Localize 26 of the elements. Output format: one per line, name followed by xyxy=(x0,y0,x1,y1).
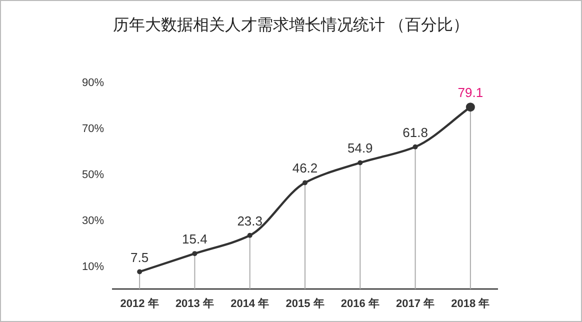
data-label: 54.9 xyxy=(347,140,373,156)
data-label: 7.5 xyxy=(130,250,149,265)
x-tick-label: 2018 年 xyxy=(451,297,490,310)
x-tick-label: 2014 年 xyxy=(230,297,270,310)
point xyxy=(412,144,418,150)
point xyxy=(302,180,308,186)
x-tick-label: 2015 年 xyxy=(286,297,324,310)
point xyxy=(137,269,142,274)
data-label: 61.8 xyxy=(402,124,428,140)
point xyxy=(192,251,198,256)
x-tick-label: 2017 年 xyxy=(396,297,435,310)
point xyxy=(247,232,252,238)
title: 历年大数据相关人才需求增长情况统计 （百分比） xyxy=(112,17,470,34)
data-label: 46.2 xyxy=(292,160,318,176)
y-tick-label: 70% xyxy=(82,123,104,135)
x-tick-label: 2013 年 xyxy=(175,297,214,310)
x-tick-label: 2012 年 xyxy=(120,297,159,310)
data-label: 15.4 xyxy=(182,232,208,247)
y-tick-label: 50% xyxy=(82,169,104,181)
data-label: 79.1 xyxy=(458,85,484,100)
data-label: 23.3 xyxy=(237,213,263,228)
x-tick-label: 2016 年 xyxy=(340,297,380,310)
y-tick-label: 30% xyxy=(82,215,104,227)
y-tick-label: 90% xyxy=(82,77,104,89)
point xyxy=(358,160,363,166)
y-tick-label: 10% xyxy=(82,261,104,273)
